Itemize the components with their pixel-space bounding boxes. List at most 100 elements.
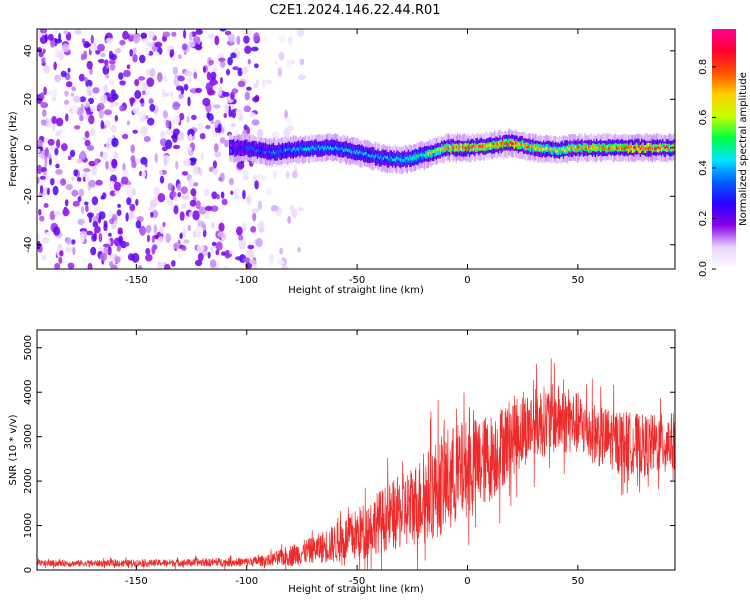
spectrogram-noise-cell [71,104,79,114]
spectrogram-noise-cell [209,259,217,269]
spectrogram-ridge-cell [596,147,598,151]
spectrogram-ridge-cell [282,146,284,155]
spectrogram-ridge-cell [370,154,373,158]
x-tick-label: -50 [349,275,365,286]
spectrogram-noise-cell [37,232,40,241]
spectrogram-noise-cell [187,41,196,48]
spectrogram-noise-cell [134,79,140,87]
spectrogram-noise-cell [228,109,233,118]
spectrogram-ridge-cell [349,145,351,154]
spectrogram-noise-cell [98,211,106,220]
spectrogram-ridge-cell [340,147,342,151]
spectrogram-noise-cell [122,163,126,171]
spectrogram-ridge-cell [647,147,649,150]
spectrogram-noise-cell [41,237,50,244]
spectrogram-ridge-cell [507,143,509,147]
spectrogram-noise-cell [165,233,171,243]
spectrogram-noise-cell [113,151,119,160]
spectrogram-ridge-cell [630,145,632,148]
spectrogram-noise-cell [206,112,211,119]
spectrogram-noise-cell [205,205,213,212]
spectrogram-ridge-cell [423,154,426,157]
spectrogram-ridge-cell [574,145,577,149]
spectrogram-ridge-cell [296,147,298,151]
spectrogram-noise-cell [287,216,292,224]
spectrogram-noise-cell [60,70,67,78]
spectrogram-ridge-cell [438,147,440,151]
spectrogram-noise-cell [114,115,119,122]
spectrogram-noise-cell [286,125,295,132]
spectrogram-noise-cell [110,53,117,61]
spectrogram-ridge-cell [283,148,285,157]
spectrogram-noise-cell [227,131,232,136]
spectrogram-noise-cell [111,158,118,169]
spectrogram-noise-cell [44,33,48,43]
spectrogram-ridge-cell [356,149,358,153]
spectrogram-ridge-cell [392,158,394,162]
spectrogram-noise-cell [78,73,85,82]
spectrogram-noise-cell [273,170,277,179]
spectrogram-noise-cell [299,58,305,66]
spectrogram-noise-cell [39,215,45,222]
spectrogram-noise-cell [132,54,138,63]
spectrogram-ridge-cell [275,147,277,155]
y-tick-label: 40 [23,44,34,57]
spectrogram-noise-cell [218,86,223,97]
spectrogram-noise-cell [195,87,203,93]
spectrogram-noise-cell [226,68,230,76]
spectrogram-noise-cell [171,260,176,267]
spectrogram-noise-cell [159,175,165,184]
spectrogram-noise-cell [160,130,166,140]
spectrogram-ridge-cell [331,147,333,151]
spectrogram-ridge-cell [521,142,524,146]
spectrogram-ridge-cell [556,150,558,153]
spectrogram-ridge-cell [259,149,261,153]
spectrogram-noise-cell [235,129,239,136]
spectrogram-ridge-cell [621,147,623,151]
spectrogram-ridge-cell [426,152,428,156]
y-tick-label: -20 [23,188,34,204]
spectrogram-noise-cell [97,43,105,52]
spectrogram-ridge-cell [593,145,595,149]
spectrogram-noise-cell [162,31,171,38]
spectrogram-noise-cell [188,178,194,188]
spectrogram-ridge-cell [230,146,232,150]
spectrogram-noise-cell [195,226,203,232]
spectrogram-noise-cell [246,249,254,259]
spectrogram-ridge-cell [374,154,377,158]
spectrogram-noise-cell [217,231,224,238]
spectrogram-ridge-cell [401,158,403,162]
spectrogram-ridge-cell [664,146,667,150]
spectrogram-noise-cell [122,169,129,179]
spectrogram-ridge-cell [343,149,345,152]
spectrogram-ridge-cell [357,152,359,155]
spectrogram-noise-cell [189,199,197,207]
spectrogram-noise-cell [199,168,203,177]
spectrogram-ridge-cell [251,146,253,150]
spectrogram-noise-cell [153,196,158,202]
spectrogram-ridge-cell [415,153,418,162]
spectrogram-noise-cell [125,212,129,222]
spectrogram-noise-cell [140,156,148,165]
spectrogram-noise-cell [76,159,83,164]
spectrogram-noise-cell [88,179,96,188]
spectrogram-ridge-cell [584,144,586,148]
spectrogram-ridge-cell [301,147,304,151]
spectrogram-noise-cell [69,149,76,158]
spectrogram-noise-cell [200,152,205,161]
spectrogram-ridge-cell [260,150,263,154]
spectrogram-ridge-cell [478,145,480,149]
spectrogram-ridge-cell [350,150,353,154]
spectrogram-noise-cell [228,178,234,186]
spectrogram-ridge-cell [303,147,305,151]
spectrogram-noise-cell [219,77,223,84]
spectrogram-noise-cell [221,237,225,243]
spectrogram-ridge-cell [438,147,440,155]
spectrogram-noise-cell [72,200,80,207]
spectrogram-noise-cell [119,39,126,46]
spectrogram-noise-cell [80,103,84,113]
spectrogram-ridge-cell [553,147,555,151]
spectrogram-noise-cell [172,114,181,125]
spectrogram-noise-cell [284,110,288,119]
spectrogram-noise-cell [54,262,61,269]
